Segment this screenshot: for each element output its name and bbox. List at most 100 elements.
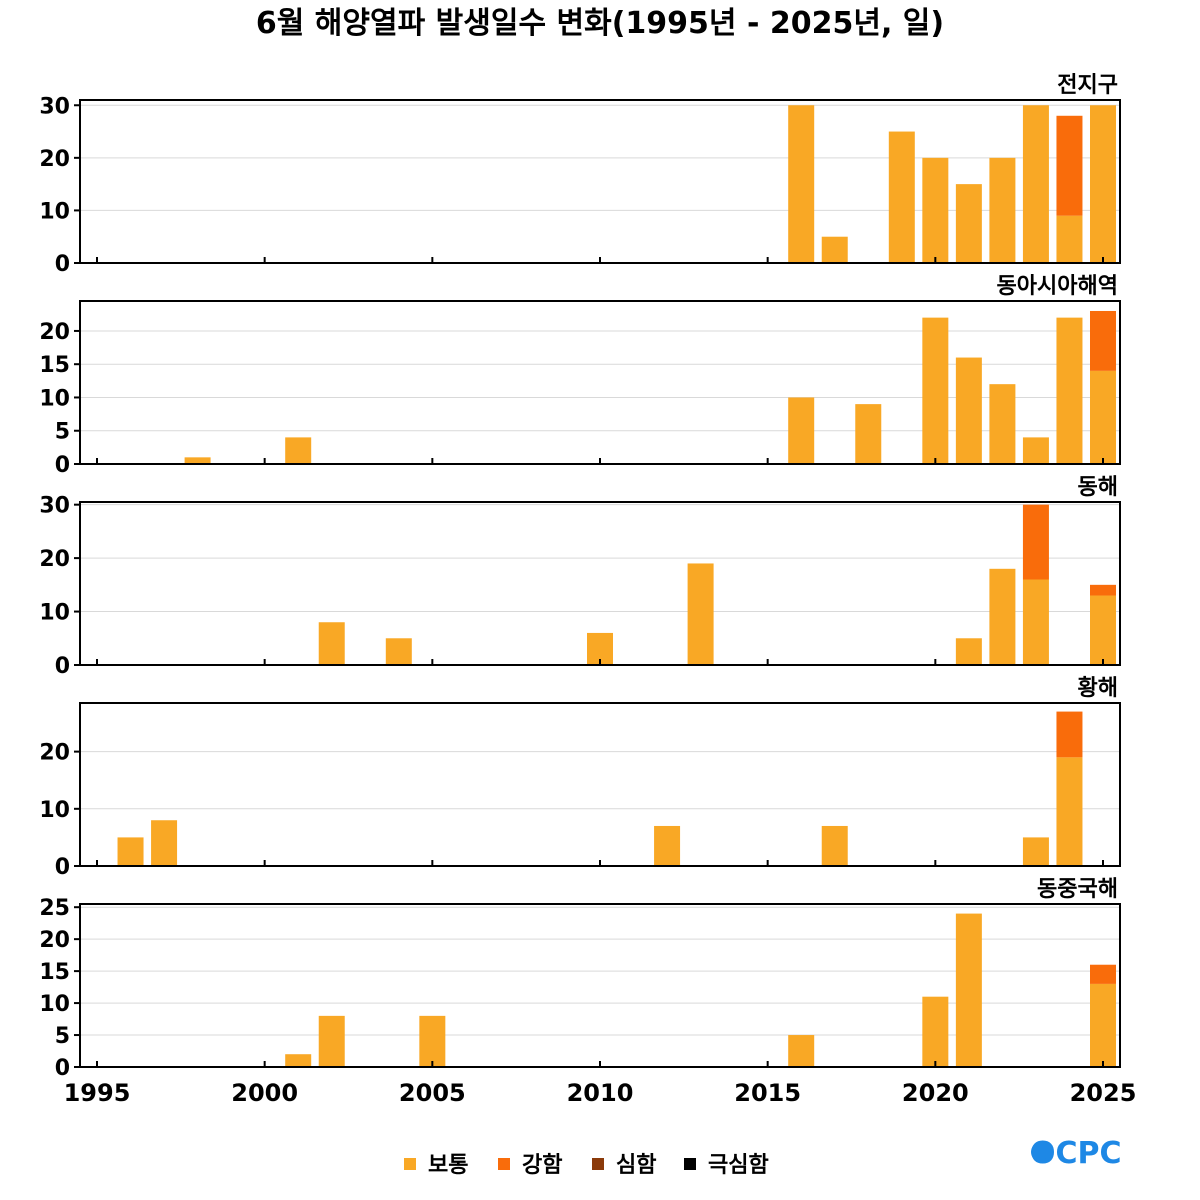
x-tick-label: 1995 [64, 1079, 131, 1107]
panel-label: 동해 [1078, 475, 1118, 500]
legend-label: 보통 [428, 1153, 468, 1178]
panel-3: 0 10 20 30 동해 [39, 475, 1121, 679]
bar-2024-강함 [1056, 115, 1083, 216]
y-tick-label: 30 [39, 494, 70, 519]
bar-2024-강함 [1056, 711, 1083, 758]
bar-2020-보통 [922, 157, 949, 263]
y-tick-label: 10 [39, 601, 70, 626]
y-tick-label: 10 [39, 992, 70, 1017]
legend-label: 극심함 [708, 1153, 769, 1178]
x-tick-label: 2025 [1070, 1079, 1137, 1107]
bar-2016-보통 [788, 1035, 815, 1067]
panel-1: 0 10 20 30 전지구 [39, 73, 1121, 277]
legend-label: 심함 [616, 1153, 656, 1178]
ocpc-logo-text: OCPC [1030, 1136, 1122, 1171]
bar-2012-보통 [654, 825, 681, 866]
bar-2016-보통 [788, 105, 815, 264]
bar-2025-보통 [1090, 105, 1116, 264]
bar-2023-보통 [1022, 837, 1049, 866]
bar-1998-보통 [184, 457, 211, 464]
bar-1997-보통 [151, 820, 178, 866]
x-tick-label: 2005 [399, 1079, 466, 1107]
ocpc-logo: OCPC [1030, 1136, 1122, 1171]
y-tick-label: 0 [55, 654, 70, 679]
bar-2025-강함 [1090, 964, 1116, 984]
x-tick-label: 2020 [902, 1079, 969, 1107]
bar-2019-보통 [888, 131, 915, 263]
y-tick-label: 0 [55, 453, 70, 478]
bar-2021-보통 [955, 638, 982, 665]
y-tick-label: 20 [39, 928, 70, 953]
bar-2025-강함 [1090, 584, 1116, 596]
panel-label: 전지구 [1057, 73, 1118, 98]
x-tick-label: 2000 [231, 1079, 298, 1107]
legend: 보통 강함 심함 극심함 [404, 1153, 769, 1178]
chart-panels: 0 10 20 30 전지구 0 5 10 15 20 동아시아해역 0 10 20 30 동해 0 10 20 황해… [39, 73, 1121, 1081]
x-axis-ticks: 1995 2000 2005 2010 2015 2020 2025 [64, 1079, 1137, 1107]
bar-2013-보통 [687, 563, 714, 665]
bar-2021-보통 [955, 357, 982, 464]
y-tick-label: 25 [39, 896, 70, 921]
bar-2023-보통 [1022, 105, 1049, 264]
panel-label: 동아시아해역 [997, 274, 1118, 299]
panel-5: 0 5 10 15 20 25 동중국해 [39, 877, 1121, 1081]
y-tick-label: 10 [39, 386, 70, 411]
bar-2020-보통 [922, 996, 949, 1067]
y-tick-label: 15 [39, 353, 70, 378]
legend-swatch [404, 1158, 416, 1170]
y-tick-label: 0 [55, 1056, 70, 1081]
bar-1996-보통 [117, 837, 144, 866]
bar-2022-보통 [989, 384, 1016, 464]
bar-2021-보통 [955, 184, 982, 263]
panel-4: 0 10 20 황해 [39, 676, 1121, 880]
chart-title: 6월 해양열파 발생일수 변화(1995년 - 2025년, 일) [256, 6, 944, 41]
y-tick-label: 20 [39, 547, 70, 572]
bar-2025-강함 [1090, 310, 1116, 371]
x-tick-label: 2015 [734, 1079, 801, 1107]
panel-label: 황해 [1078, 676, 1118, 701]
bar-2004-보통 [385, 638, 412, 665]
legend-swatch [592, 1158, 604, 1170]
y-tick-label: 10 [39, 798, 70, 823]
bar-2025-보통 [1090, 595, 1116, 665]
bar-2024-보통 [1056, 215, 1083, 263]
ocpc-logo-mark [1031, 1142, 1051, 1162]
bar-2016-보통 [788, 397, 815, 464]
bar-2025-보통 [1090, 983, 1116, 1067]
y-tick-label: 15 [39, 960, 70, 985]
y-tick-label: 20 [39, 147, 70, 172]
panel-label: 동중국해 [1037, 877, 1118, 902]
bar-2022-보통 [989, 568, 1016, 665]
bar-2023-보통 [1022, 437, 1049, 464]
y-tick-label: 0 [55, 252, 70, 277]
bar-2023-보통 [1022, 579, 1049, 665]
bar-2017-보통 [821, 825, 848, 866]
bar-2005-보통 [419, 1015, 446, 1067]
bar-2025-보통 [1090, 370, 1116, 464]
bar-2002-보통 [318, 622, 345, 665]
y-tick-label: 0 [55, 855, 70, 880]
bar-2017-보통 [821, 236, 848, 263]
bar-2022-보통 [989, 157, 1016, 263]
legend-swatch [498, 1158, 510, 1170]
bar-2018-보통 [855, 404, 882, 464]
legend-swatch [684, 1158, 696, 1170]
bar-2002-보통 [318, 1015, 345, 1067]
bar-2021-보통 [955, 913, 982, 1067]
bar-2001-보통 [285, 1054, 312, 1067]
y-tick-label: 5 [55, 420, 70, 445]
bar-2020-보통 [922, 317, 949, 464]
panel-2: 0 5 10 15 20 동아시아해역 [39, 274, 1121, 478]
bar-2024-보통 [1056, 757, 1083, 866]
y-tick-label: 20 [39, 741, 70, 766]
legend-label: 강함 [522, 1153, 562, 1178]
panel-frame [79, 702, 1121, 867]
y-tick-label: 5 [55, 1024, 70, 1049]
bar-2001-보통 [285, 437, 312, 464]
y-tick-label: 20 [39, 320, 70, 345]
y-tick-label: 10 [39, 199, 70, 224]
x-tick-label: 2010 [567, 1079, 634, 1107]
y-tick-label: 30 [39, 94, 70, 119]
bar-2023-강함 [1022, 504, 1049, 580]
